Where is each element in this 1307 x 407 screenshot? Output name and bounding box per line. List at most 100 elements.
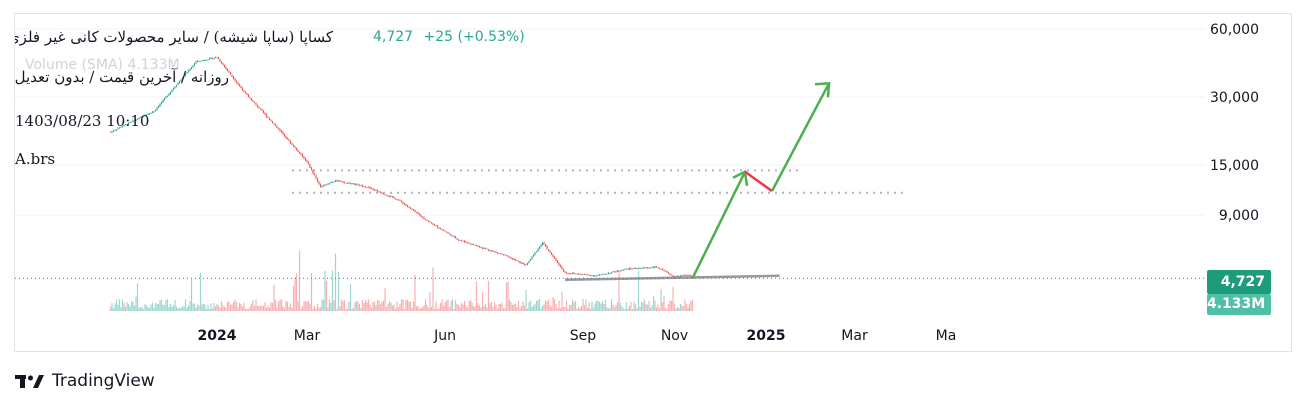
volume-bar xyxy=(379,304,382,311)
volume-bar xyxy=(540,308,542,311)
candle-body xyxy=(264,112,266,115)
volume-bar xyxy=(192,303,194,311)
candle-body xyxy=(405,204,407,206)
candle-body xyxy=(240,86,242,89)
volume-bar xyxy=(301,306,304,311)
time-axis[interactable]: 2024 Mar Jun Sep Nov 2025 Mar Ma xyxy=(198,328,957,344)
volume-bar xyxy=(508,299,511,311)
volume-bar xyxy=(588,301,590,311)
candle-body xyxy=(144,114,146,117)
candle-body xyxy=(529,259,532,261)
candle-body xyxy=(657,267,659,269)
volume-bar xyxy=(165,300,167,311)
volume-bar xyxy=(333,300,335,311)
candle-body xyxy=(249,97,251,99)
candle-body xyxy=(393,196,395,199)
candle-body xyxy=(336,180,338,182)
candle-body xyxy=(565,272,568,274)
volume-bar xyxy=(246,308,248,311)
candle-body xyxy=(232,76,235,79)
price-candles xyxy=(109,56,694,279)
candle-body xyxy=(483,248,485,249)
volume-bar xyxy=(474,306,476,311)
candle-body xyxy=(213,58,215,59)
volume-bar xyxy=(382,300,385,311)
volume-bar xyxy=(562,306,565,311)
candle-body xyxy=(615,271,617,273)
volume-bar xyxy=(181,306,184,311)
volume-bar xyxy=(228,301,230,311)
volume-bar xyxy=(348,301,350,311)
volume-bar xyxy=(475,281,478,311)
candle-body xyxy=(460,240,463,242)
candle-body xyxy=(442,229,445,231)
volume-bar xyxy=(477,303,479,311)
volume-bar xyxy=(115,299,118,311)
volume-bar xyxy=(219,307,221,311)
volume-bar xyxy=(625,302,628,311)
candle-body xyxy=(582,274,584,276)
candle-body xyxy=(475,245,478,247)
volume-bar xyxy=(457,304,460,311)
tradingview-brand[interactable]: TradingView xyxy=(15,370,155,392)
volume-bar xyxy=(616,301,619,311)
candle-body xyxy=(211,57,214,59)
candle-body xyxy=(132,120,134,122)
volume-bar xyxy=(133,305,136,311)
volume-bar xyxy=(675,308,677,311)
candle-body xyxy=(379,191,382,193)
volume-bar xyxy=(480,307,482,311)
candle-body xyxy=(427,220,430,222)
volume-bar xyxy=(138,307,140,311)
volume-bar xyxy=(264,302,266,311)
volume-bar xyxy=(552,296,554,311)
volume-bar xyxy=(684,299,686,311)
volume-bar xyxy=(412,301,415,311)
volume-bar xyxy=(438,308,440,311)
candle-body xyxy=(526,262,529,265)
candle-body xyxy=(496,252,499,254)
candle-body xyxy=(466,242,469,244)
candle-body xyxy=(447,232,449,234)
volume-bar xyxy=(432,267,434,311)
candle-body xyxy=(408,206,410,208)
volume-bar xyxy=(528,302,530,311)
volume-bar xyxy=(390,302,392,311)
volume-bar xyxy=(220,300,223,311)
candle-body xyxy=(600,274,602,276)
volume-bar xyxy=(318,307,320,311)
volume-bar xyxy=(429,292,431,311)
volume-bar xyxy=(610,299,613,311)
candle-body xyxy=(370,188,373,189)
volume-bar xyxy=(289,303,292,311)
candle-body xyxy=(397,199,400,201)
candle-body xyxy=(333,181,335,183)
candle-body xyxy=(267,116,269,118)
candle-body xyxy=(225,66,227,69)
candle-body xyxy=(687,275,689,277)
volume-bar xyxy=(637,271,640,311)
volume-bar xyxy=(450,301,452,311)
price-axis[interactable]: 60,000 30,000 15,000 9,000 xyxy=(1210,22,1259,224)
volume-bar xyxy=(556,308,559,311)
volume-bar xyxy=(679,303,682,311)
candle-body xyxy=(198,60,200,62)
volume-bar xyxy=(121,299,124,311)
candle-body xyxy=(186,72,188,74)
volume-bar xyxy=(388,301,391,311)
volume-bar xyxy=(337,271,340,311)
volume-bar xyxy=(502,308,505,311)
volume-bar xyxy=(340,299,343,311)
volume-bar xyxy=(532,305,535,311)
price-chart[interactable]: 60,000 30,000 15,000 9,000 2024 Mar Jun Sep Nov… xyxy=(15,14,1291,351)
chart-frame[interactable]: 60,000 30,000 15,000 9,000 2024 Mar Jun Sep Nov… xyxy=(14,13,1292,352)
volume-bar xyxy=(577,306,580,311)
volume-bar xyxy=(366,302,368,311)
x-tick-label: Nov xyxy=(661,328,688,344)
candle-body xyxy=(486,248,488,250)
candle-body xyxy=(499,253,502,255)
volume-bar xyxy=(499,303,502,311)
volume-bar xyxy=(408,301,410,311)
volume-bar xyxy=(127,304,130,311)
volume-bar xyxy=(216,304,218,311)
